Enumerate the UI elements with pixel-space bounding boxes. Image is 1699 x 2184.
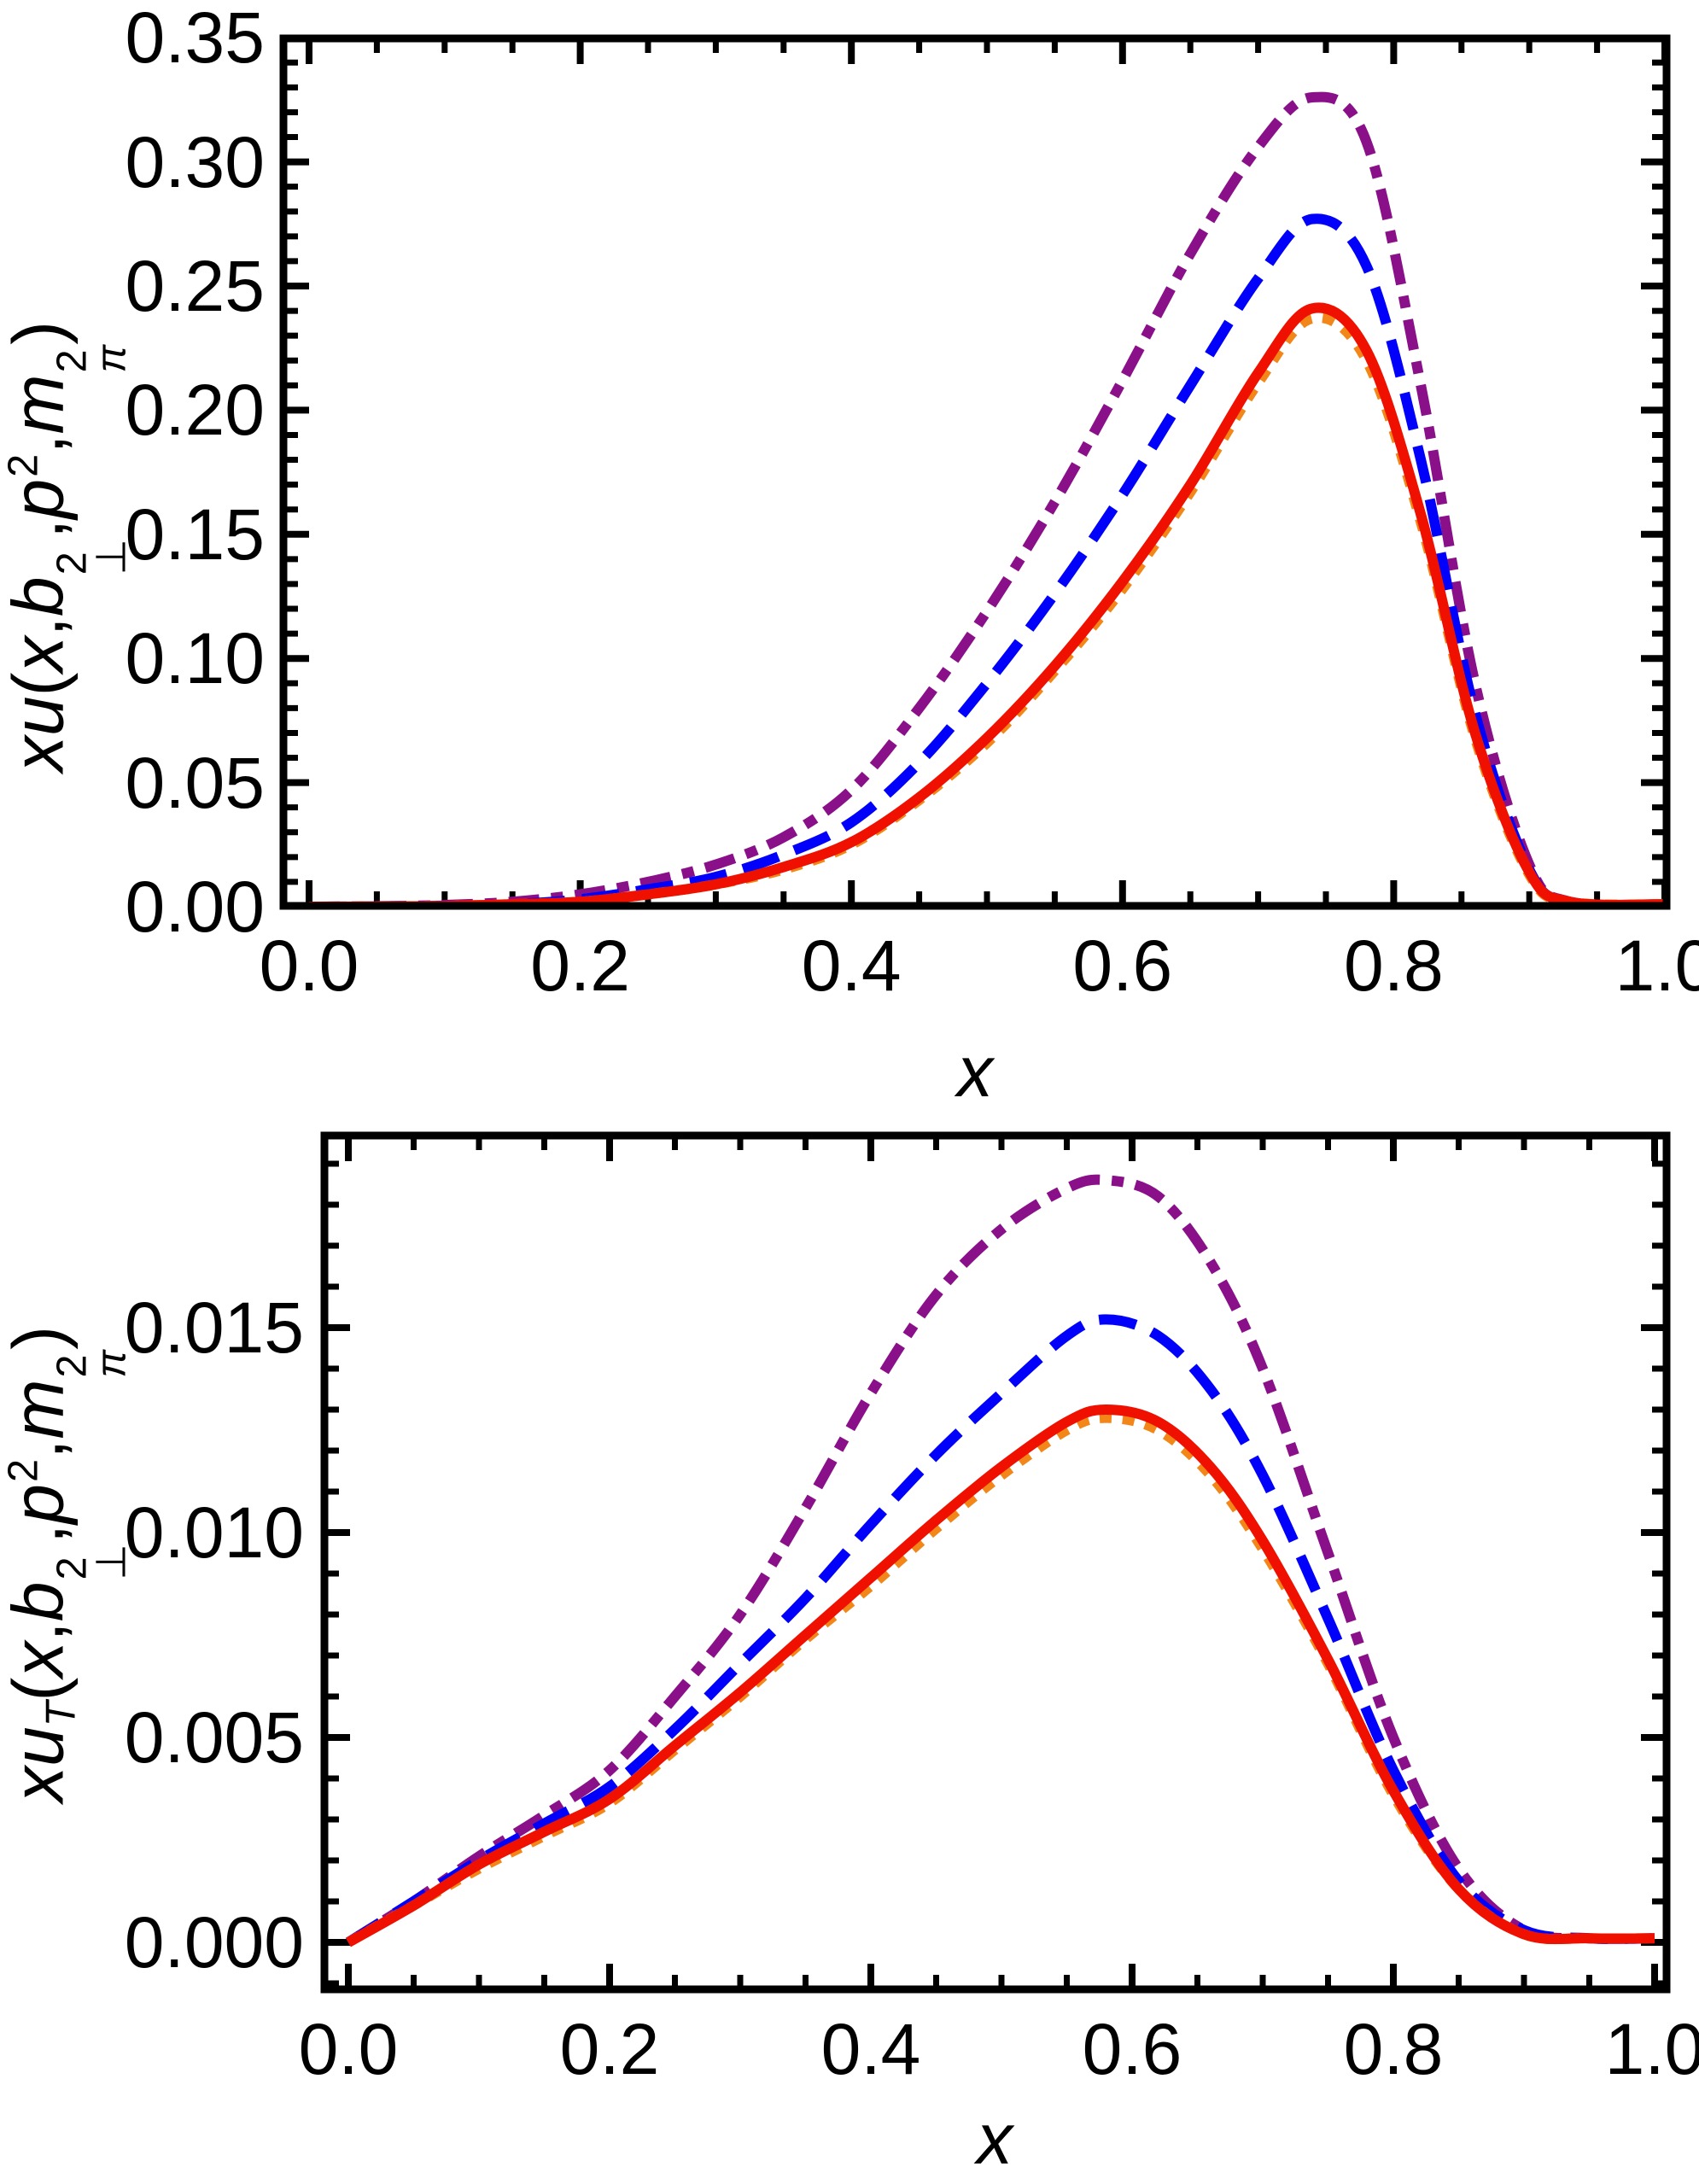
curve-solid-bottom	[346, 1404, 1655, 1947]
x-tick-label: 0.0	[298, 2009, 399, 2089]
ylabel-function: xu	[0, 696, 79, 773]
x-axis-label-top-plot: x	[957, 1031, 993, 1112]
ylabel-function: xu	[0, 1726, 79, 1803]
y-tick-label: 0.35	[125, 0, 266, 79]
y-tick-label: 0.15	[125, 493, 266, 575]
x-tick-label: 0.8	[1343, 2009, 1444, 2089]
ylabel-function-sub: T	[37, 1701, 84, 1727]
x-tick-label: 1.0	[1614, 926, 1699, 1006]
y-tick-label: 0.10	[125, 618, 266, 699]
curve-dashdot-top	[308, 91, 1666, 906]
x-tick-label: 0.0	[259, 926, 359, 1006]
x-tick-label: 0.6	[1082, 2009, 1182, 2089]
y-tick-label: 0.00	[125, 867, 266, 947]
x-tick-label: 1.0	[1604, 2009, 1699, 2089]
x-tick-label: 0.8	[1344, 926, 1444, 1006]
curve-dashed-bottom	[345, 1314, 1655, 1947]
y-tick-label: 0.000	[124, 1902, 304, 1983]
plot-top	[279, 34, 1671, 910]
y-tick-label: 0.20	[125, 370, 266, 451]
b-sup-sub: 2 ⊥	[49, 538, 135, 575]
x-axis-label-bottom-plot: x	[977, 2099, 1013, 2179]
y-tick-label: 0.010	[124, 1492, 304, 1573]
plot-bottom	[320, 1131, 1671, 1994]
curve-solid-top	[308, 302, 1666, 906]
plot-frame	[279, 34, 1671, 910]
y-tick-label: 0.005	[124, 1697, 304, 1778]
x-tick-label: 0.2	[559, 2009, 660, 2089]
x-tick-label: 0.2	[530, 926, 630, 1006]
curve-dotted-top	[308, 312, 1666, 906]
y-tick-label: 0.05	[125, 742, 266, 823]
plot-frame	[320, 1131, 1671, 1994]
b-sup-sub: 2 ⊥	[49, 1544, 135, 1580]
x-tick-label: 0.6	[1072, 926, 1173, 1006]
y-tick-label: 0.30	[125, 121, 266, 202]
y-tick-label: 0.25	[125, 246, 266, 326]
curve-dashed-top	[308, 213, 1666, 906]
y-axis-label-top-plot: xu(x,b 2 ⊥ ,p2,m 2 π)	[0, 321, 135, 773]
x-tick-label: 0.4	[820, 2009, 921, 2089]
y-tick-label: 0.015	[124, 1288, 304, 1368]
x-tick-label: 0.4	[801, 926, 902, 1006]
y-axis-label-bottom-plot: xuT(x,b 2 ⊥ ,p2,m 2 π)	[0, 1326, 135, 1803]
